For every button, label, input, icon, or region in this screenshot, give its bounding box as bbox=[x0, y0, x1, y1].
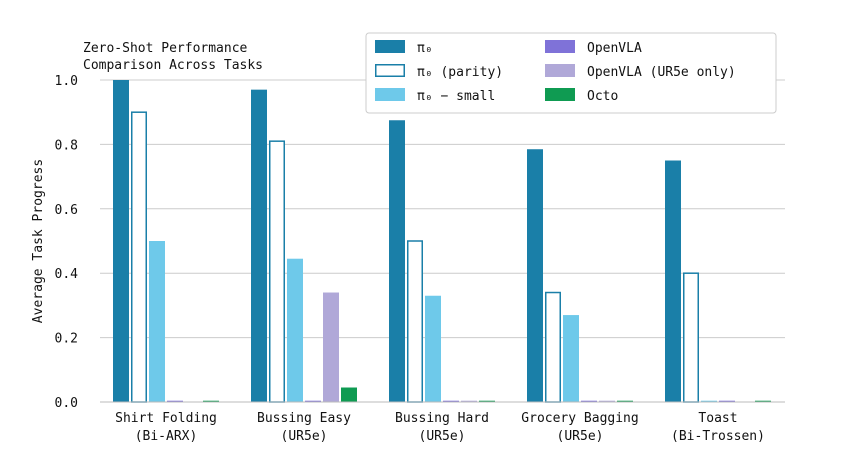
bar bbox=[269, 140, 285, 403]
bars bbox=[113, 80, 771, 403]
bar bbox=[167, 400, 183, 402]
chart-title: Zero-Shot Performance Comparison Across T… bbox=[83, 41, 263, 73]
legend-swatch bbox=[545, 88, 575, 101]
bar bbox=[341, 387, 357, 402]
y-tick-label: 1.0 bbox=[55, 74, 78, 89]
legend-swatch bbox=[375, 40, 405, 53]
grid-lines bbox=[100, 79, 785, 403]
bar bbox=[461, 400, 477, 402]
legend-label: OpenVLA (UR5e only) bbox=[587, 65, 736, 80]
x-tick-label: Bussing Easy (UR5e) bbox=[257, 411, 351, 444]
bar bbox=[581, 400, 597, 402]
bar bbox=[287, 258, 303, 402]
bar bbox=[683, 272, 699, 403]
x-tick-label: Toast (Bi-Trossen) bbox=[671, 411, 765, 444]
bar bbox=[755, 400, 771, 402]
axes: 0.0 0.2 0.4 0.6 0.8 1.0 Shirt Folding (Bi-ARX) B… bbox=[55, 74, 785, 444]
bar bbox=[719, 400, 735, 402]
legend-label: OpenVLA bbox=[587, 41, 642, 56]
legend: π₀ π₀ (parity) π₀ − small OpenVLA OpenVLA (U… bbox=[365, 32, 777, 114]
bar bbox=[203, 400, 219, 402]
bar bbox=[599, 400, 615, 402]
bar bbox=[701, 400, 717, 402]
bar bbox=[443, 400, 459, 402]
legend-label: π₀ − small bbox=[417, 89, 495, 104]
y-axis-label: Average Task Progress bbox=[31, 159, 46, 323]
bar bbox=[617, 400, 633, 402]
legend-label: Octo bbox=[587, 89, 618, 104]
bar bbox=[545, 291, 561, 403]
y-tick-label: 0.6 bbox=[55, 203, 78, 218]
y-tick-label: 0.2 bbox=[55, 332, 78, 347]
legend-swatch bbox=[375, 64, 405, 77]
x-tick-label: Shirt Folding (Bi-ARX) bbox=[115, 411, 217, 444]
bar bbox=[425, 295, 441, 402]
y-tick-label: 0.8 bbox=[55, 138, 78, 153]
legend-swatch bbox=[545, 64, 575, 77]
x-tick-label: Bussing Hard (UR5e) bbox=[395, 411, 489, 444]
bar bbox=[527, 149, 543, 402]
legend-swatch bbox=[545, 40, 575, 53]
y-tick-label: 0.4 bbox=[55, 267, 79, 282]
legend-label: π₀ bbox=[417, 41, 433, 56]
legend-swatch bbox=[375, 88, 405, 101]
bar bbox=[113, 80, 129, 402]
x-tick-label: Grocery Bagging (UR5e) bbox=[521, 411, 638, 444]
bar bbox=[479, 400, 495, 402]
legend-label: π₀ (parity) bbox=[417, 65, 503, 80]
bar bbox=[563, 315, 579, 402]
bar bbox=[149, 241, 165, 402]
bar bbox=[305, 400, 321, 402]
bar bbox=[251, 89, 267, 402]
bar bbox=[665, 160, 681, 402]
y-tick-label: 0.0 bbox=[55, 396, 78, 411]
bar bbox=[407, 240, 423, 403]
bar bbox=[323, 292, 339, 402]
chart-title-text: Zero-Shot Performance Comparison Across T… bbox=[83, 41, 263, 73]
bar bbox=[131, 111, 147, 403]
bar bbox=[389, 120, 405, 402]
